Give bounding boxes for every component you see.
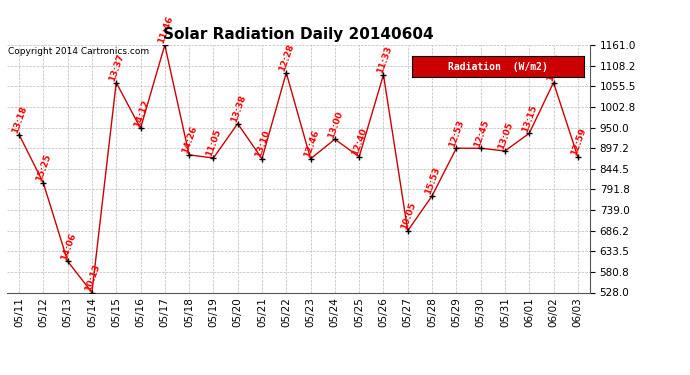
Text: 10:13: 10:13 xyxy=(83,262,101,292)
Text: 13:02: 13:02 xyxy=(545,53,563,82)
Text: 13:18: 13:18 xyxy=(10,105,29,135)
Text: 12:53: 12:53 xyxy=(448,118,466,148)
Text: 13:37: 13:37 xyxy=(108,53,126,82)
Text: 15:25: 15:25 xyxy=(35,153,53,183)
Text: 15:53: 15:53 xyxy=(424,166,442,196)
Text: 11:05: 11:05 xyxy=(205,128,223,158)
Text: 13:38: 13:38 xyxy=(229,94,248,124)
Text: 10:05: 10:05 xyxy=(400,201,417,231)
Text: 11:33: 11:33 xyxy=(375,45,393,75)
Title: Solar Radiation Daily 20140604: Solar Radiation Daily 20140604 xyxy=(163,27,434,42)
Text: 14:26: 14:26 xyxy=(181,125,199,155)
Text: 13:15: 13:15 xyxy=(521,104,539,134)
Text: 14:12: 14:12 xyxy=(132,98,150,128)
Text: 12:59: 12:59 xyxy=(569,127,588,157)
Text: 13:10: 13:10 xyxy=(253,129,272,159)
Text: 14:06: 14:06 xyxy=(59,231,77,261)
Text: 11:46: 11:46 xyxy=(157,15,175,45)
Text: 13:05: 13:05 xyxy=(497,121,515,151)
Text: 12:28: 12:28 xyxy=(278,43,296,73)
Text: 12:40: 12:40 xyxy=(351,127,369,157)
Text: Copyright 2014 Cartronics.com: Copyright 2014 Cartronics.com xyxy=(8,48,149,57)
Text: 12:45: 12:45 xyxy=(472,118,491,148)
Text: 12:46: 12:46 xyxy=(302,129,320,159)
Text: 13:00: 13:00 xyxy=(326,110,344,139)
